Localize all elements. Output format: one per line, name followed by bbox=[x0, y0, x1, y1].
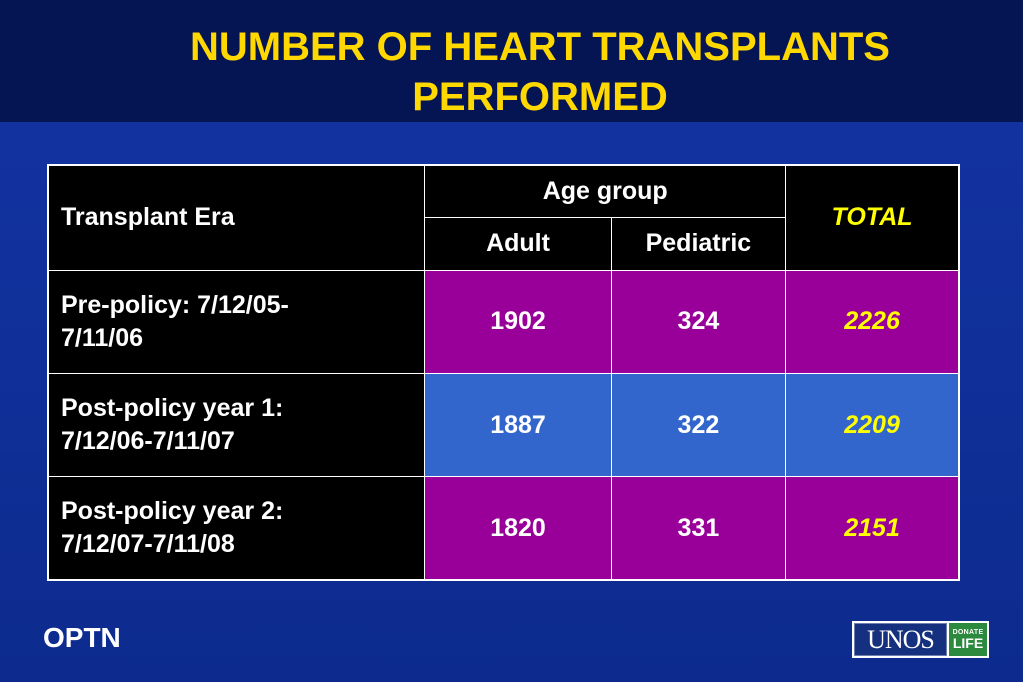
unos-logo-text: UNOS bbox=[854, 623, 947, 656]
slide-title: NUMBER OF HEART TRANSPLANTS PERFORMED bbox=[60, 22, 1020, 122]
table-row: Pre-policy: 7/12/05- 7/11/06 1902 324 22… bbox=[47, 269, 960, 374]
table-header-row: Transplant Era Age group TOTAL bbox=[47, 164, 960, 271]
era-line: 7/12/07-7/11/08 bbox=[61, 530, 235, 559]
optn-footer-label: OPTN bbox=[43, 622, 121, 653]
era-line: 7/11/06 bbox=[61, 323, 144, 352]
era-line: Post-policy year 2: bbox=[61, 497, 284, 526]
unos-donate-life-logo: UNOS DONATE LIFE bbox=[852, 621, 989, 658]
adult-cell: 1902 bbox=[424, 269, 612, 374]
table-row: Post-policy year 1: 7/12/06-7/11/07 1887… bbox=[47, 372, 960, 478]
total-cell: 2151 bbox=[785, 476, 960, 581]
slide-title-line-1: NUMBER OF HEART TRANSPLANTS bbox=[190, 25, 890, 69]
total-cell: 2209 bbox=[785, 372, 960, 478]
era-line: Post-policy year 1: bbox=[61, 394, 284, 423]
pediatric-cell: 331 bbox=[610, 476, 787, 581]
header-pediatric: Pediatric bbox=[610, 216, 787, 271]
header-transplant-era: Transplant Era bbox=[47, 164, 426, 271]
title-band bbox=[0, 0, 1023, 122]
era-line: Pre-policy: 7/12/05- bbox=[61, 290, 289, 319]
table-row: Post-policy year 2: 7/12/07-7/11/08 1820… bbox=[47, 476, 960, 581]
pediatric-cell: 324 bbox=[610, 269, 787, 374]
table-subheader-row: Adult Pediatric bbox=[48, 216, 959, 271]
total-cell: 2226 bbox=[785, 269, 960, 374]
era-line: 7/12/06-7/11/07 bbox=[61, 427, 235, 456]
pediatric-cell: 322 bbox=[610, 372, 787, 478]
donate-life-badge-bottom: LIFE bbox=[952, 635, 984, 651]
header-adult: Adult bbox=[424, 216, 612, 271]
era-cell: Post-policy year 2: 7/12/07-7/11/08 bbox=[47, 476, 426, 581]
donate-life-badge-top: DONATE bbox=[952, 629, 984, 636]
era-cell: Pre-policy: 7/12/05- 7/11/06 bbox=[47, 269, 426, 374]
heart-transplants-table: Transplant Era Age group TOTAL Adult Ped… bbox=[47, 164, 960, 581]
era-cell: Post-policy year 1: 7/12/06-7/11/07 bbox=[47, 372, 426, 478]
header-age-group: Age group bbox=[424, 164, 787, 218]
adult-cell: 1887 bbox=[424, 372, 612, 478]
slide-title-line-2: PERFORMED bbox=[412, 75, 668, 119]
adult-cell: 1820 bbox=[424, 476, 612, 581]
header-total: TOTAL bbox=[785, 164, 960, 271]
donate-life-badge: DONATE LIFE bbox=[949, 623, 987, 656]
